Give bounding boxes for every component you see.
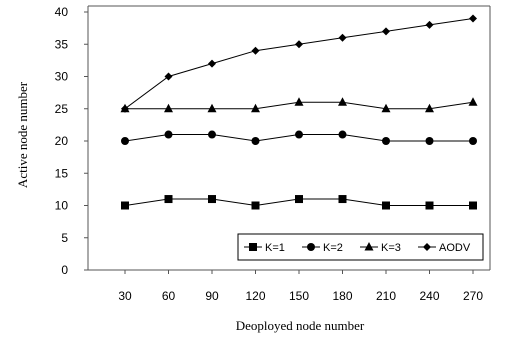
data-point xyxy=(294,97,304,106)
data-point xyxy=(425,20,434,29)
data-point xyxy=(164,195,173,204)
data-point xyxy=(382,137,390,145)
data-point xyxy=(338,195,347,204)
plot-frame xyxy=(87,5,491,271)
data-point xyxy=(121,137,129,145)
y-tick-label: 40 xyxy=(55,5,69,19)
x-tick-label: 60 xyxy=(162,289,176,303)
legend-items: K=1 K=2 K=3 AODV xyxy=(244,242,471,254)
series-group xyxy=(120,14,478,210)
data-point xyxy=(251,103,260,113)
data-point xyxy=(208,195,216,204)
data-point xyxy=(208,59,216,68)
data-point xyxy=(338,97,347,106)
legend-marker xyxy=(249,243,257,251)
legend-marker xyxy=(423,243,431,251)
data-point xyxy=(469,201,477,210)
data-point xyxy=(295,40,303,49)
series-aodv xyxy=(121,14,477,113)
x-tick-label: 90 xyxy=(205,289,219,303)
data-point xyxy=(425,201,434,210)
legend-label: K=2 xyxy=(323,242,343,254)
data-point xyxy=(121,104,129,113)
series-k-3 xyxy=(120,97,478,113)
y-tick-label: 35 xyxy=(55,37,69,51)
data-point xyxy=(338,33,347,42)
data-point xyxy=(468,97,478,106)
data-point xyxy=(469,137,477,145)
legend-label: K=1 xyxy=(265,242,285,254)
x-tick-label: 270 xyxy=(463,289,483,303)
data-point xyxy=(295,130,303,139)
y-tick-label: 0 xyxy=(61,263,68,277)
x-tick-group: 30 60 90 120 150 180 210 240 270 xyxy=(118,270,483,303)
x-tick-label: 210 xyxy=(376,289,396,303)
data-point xyxy=(207,103,217,113)
data-point xyxy=(381,103,391,113)
data-point xyxy=(251,137,260,145)
y-tick-label: 15 xyxy=(55,166,69,180)
data-point xyxy=(425,103,434,113)
data-point xyxy=(164,72,173,81)
x-tick-label: 240 xyxy=(419,289,439,303)
data-point xyxy=(382,201,390,210)
data-point xyxy=(251,201,260,210)
series-line xyxy=(124,17,474,110)
data-point xyxy=(208,130,216,139)
legend-label: K=3 xyxy=(381,242,401,254)
data-point xyxy=(164,103,173,113)
data-point xyxy=(382,27,390,36)
x-tick-label: 120 xyxy=(245,289,265,303)
y-tick-label: 25 xyxy=(55,102,69,116)
data-point xyxy=(295,195,303,204)
legend-label: AODV xyxy=(439,242,471,254)
data-point xyxy=(121,201,129,210)
y-tick-group: 0 5 10 15 20 25 30 35 40 xyxy=(55,5,88,277)
legend: K=1 K=2 K=3 AODV xyxy=(237,233,484,261)
y-tick-label: 10 xyxy=(55,199,69,213)
data-point xyxy=(425,137,434,145)
data-point xyxy=(338,130,347,139)
data-point xyxy=(164,130,173,139)
legend-marker xyxy=(307,243,315,251)
series-k-2 xyxy=(121,130,477,145)
x-tick-label: 180 xyxy=(332,289,352,303)
x-tick-label: 30 xyxy=(118,289,132,303)
data-point xyxy=(251,46,260,55)
y-tick-label: 5 xyxy=(61,231,68,245)
x-tick-label: 150 xyxy=(289,289,309,303)
x-axis-title: Deoployed node number xyxy=(236,318,365,333)
y-axis-title: Active node number xyxy=(15,81,30,188)
y-tick-label: 30 xyxy=(55,70,69,84)
y-tick-label: 20 xyxy=(55,134,69,148)
series-k-1 xyxy=(121,195,477,210)
data-point xyxy=(469,14,477,23)
legend-marker xyxy=(364,242,374,251)
